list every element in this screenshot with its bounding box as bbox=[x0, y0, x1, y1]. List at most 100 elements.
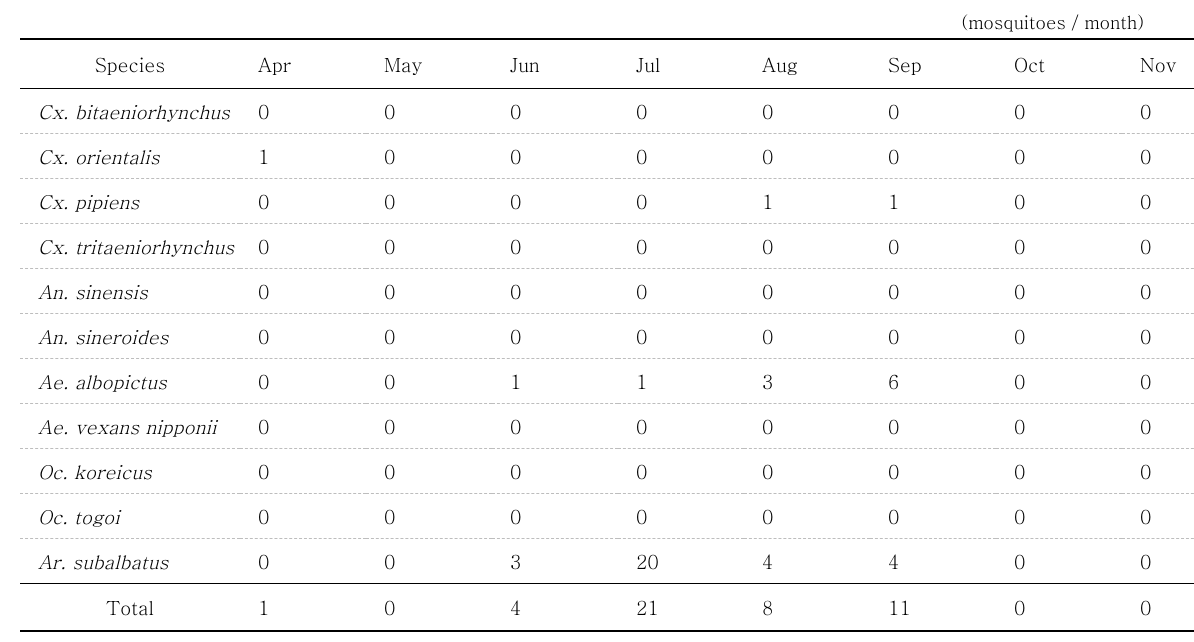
table-row: Cx. tritaeniorhynchus000000000 bbox=[20, 224, 1194, 269]
value-cell: 0 bbox=[1122, 224, 1194, 269]
value-cell: 0 bbox=[744, 134, 870, 179]
value-cell: 0 bbox=[240, 359, 366, 404]
value-cell: 0 bbox=[870, 89, 996, 134]
value-cell: 0 bbox=[744, 494, 870, 539]
species-cell: Cx. orientalis bbox=[20, 134, 240, 179]
total-jun: 4 bbox=[492, 584, 618, 632]
total-apr: 1 bbox=[240, 584, 366, 632]
table-row: Ae. vexans nipponii000000000 bbox=[20, 404, 1194, 449]
value-cell: 0 bbox=[618, 89, 744, 134]
total-row: Total 1 0 4 21 8 11 0 0 45 bbox=[20, 584, 1194, 632]
species-cell: Cx. tritaeniorhynchus bbox=[20, 224, 240, 269]
value-cell: 0 bbox=[1122, 494, 1194, 539]
total-aug: 8 bbox=[744, 584, 870, 632]
value-cell: 0 bbox=[870, 134, 996, 179]
value-cell: 1 bbox=[492, 359, 618, 404]
value-cell: 0 bbox=[492, 179, 618, 224]
value-cell: 0 bbox=[1122, 404, 1194, 449]
col-species: Species bbox=[20, 39, 240, 89]
value-cell: 0 bbox=[618, 449, 744, 494]
total-sep: 11 bbox=[870, 584, 996, 632]
value-cell: 0 bbox=[492, 224, 618, 269]
value-cell: 0 bbox=[366, 359, 492, 404]
value-cell: 0 bbox=[618, 494, 744, 539]
value-cell: 0 bbox=[996, 539, 1122, 584]
value-cell: 0 bbox=[366, 179, 492, 224]
value-cell: 0 bbox=[1122, 359, 1194, 404]
value-cell: 0 bbox=[366, 494, 492, 539]
value-cell: 0 bbox=[366, 224, 492, 269]
value-cell: 0 bbox=[1122, 179, 1194, 224]
value-cell: 0 bbox=[996, 494, 1122, 539]
value-cell: 0 bbox=[366, 314, 492, 359]
value-cell: 0 bbox=[618, 179, 744, 224]
value-cell: 0 bbox=[366, 404, 492, 449]
value-cell: 0 bbox=[240, 269, 366, 314]
value-cell: 1 bbox=[618, 359, 744, 404]
value-cell: 0 bbox=[366, 134, 492, 179]
species-cell: Oc. koreicus bbox=[20, 449, 240, 494]
species-cell: Ae. albopictus bbox=[20, 359, 240, 404]
value-cell: 0 bbox=[744, 449, 870, 494]
total-nov: 0 bbox=[1122, 584, 1194, 632]
col-oct: Oct bbox=[996, 39, 1122, 89]
value-cell: 0 bbox=[366, 89, 492, 134]
value-cell: 0 bbox=[618, 314, 744, 359]
unit-label: (mosquitoes / month) bbox=[20, 10, 1174, 38]
col-apr: Apr bbox=[240, 39, 366, 89]
value-cell: 0 bbox=[492, 449, 618, 494]
table-row: An. sinensis000000000 bbox=[20, 269, 1194, 314]
value-cell: 0 bbox=[1122, 269, 1194, 314]
value-cell: 0 bbox=[240, 539, 366, 584]
value-cell: 0 bbox=[870, 449, 996, 494]
value-cell: 0 bbox=[1122, 134, 1194, 179]
value-cell: 0 bbox=[996, 224, 1122, 269]
value-cell: 0 bbox=[744, 89, 870, 134]
value-cell: 0 bbox=[240, 494, 366, 539]
value-cell: 0 bbox=[744, 314, 870, 359]
value-cell: 0 bbox=[492, 269, 618, 314]
species-cell: An. sinensis bbox=[20, 269, 240, 314]
table-row: Cx. orientalis100000001 bbox=[20, 134, 1194, 179]
value-cell: 0 bbox=[366, 539, 492, 584]
value-cell: 0 bbox=[996, 134, 1122, 179]
value-cell: 0 bbox=[240, 449, 366, 494]
value-cell: 3 bbox=[492, 539, 618, 584]
mosquito-table: Species Apr May Jun Jul Aug Sep Oct Nov … bbox=[20, 38, 1194, 632]
value-cell: 0 bbox=[996, 89, 1122, 134]
value-cell: 0 bbox=[618, 404, 744, 449]
table-row: Oc. koreicus000000000 bbox=[20, 449, 1194, 494]
value-cell: 0 bbox=[240, 224, 366, 269]
value-cell: 0 bbox=[492, 134, 618, 179]
total-jul: 21 bbox=[618, 584, 744, 632]
table-row: Oc. togoi000000000 bbox=[20, 494, 1194, 539]
col-sep: Sep bbox=[870, 39, 996, 89]
value-cell: 0 bbox=[1122, 449, 1194, 494]
value-cell: 0 bbox=[996, 449, 1122, 494]
species-cell: Oc. togoi bbox=[20, 494, 240, 539]
table-row: Ar. subalbatus00320440031 bbox=[20, 539, 1194, 584]
value-cell: 0 bbox=[240, 314, 366, 359]
value-cell: 0 bbox=[996, 269, 1122, 314]
species-cell: Cx. bitaeniorhynchus bbox=[20, 89, 240, 134]
species-cell: An. sineroides bbox=[20, 314, 240, 359]
value-cell: 0 bbox=[240, 179, 366, 224]
total-oct: 0 bbox=[996, 584, 1122, 632]
value-cell: 0 bbox=[618, 134, 744, 179]
value-cell: 20 bbox=[618, 539, 744, 584]
value-cell: 0 bbox=[366, 269, 492, 314]
value-cell: 0 bbox=[996, 314, 1122, 359]
value-cell: 0 bbox=[1122, 314, 1194, 359]
value-cell: 0 bbox=[618, 269, 744, 314]
species-cell: Ae. vexans nipponii bbox=[20, 404, 240, 449]
total-label: Total bbox=[20, 584, 240, 632]
value-cell: 1 bbox=[870, 179, 996, 224]
value-cell: 0 bbox=[870, 314, 996, 359]
value-cell: 0 bbox=[492, 494, 618, 539]
value-cell: 0 bbox=[996, 404, 1122, 449]
value-cell: 0 bbox=[744, 404, 870, 449]
value-cell: 0 bbox=[870, 404, 996, 449]
value-cell: 0 bbox=[870, 494, 996, 539]
value-cell: 0 bbox=[240, 404, 366, 449]
value-cell: 0 bbox=[870, 269, 996, 314]
